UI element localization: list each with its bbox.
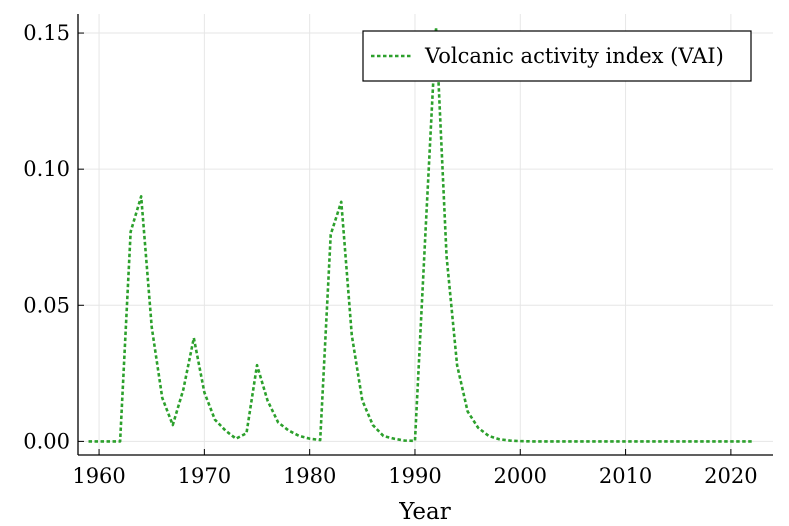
y-tick-label: 0.15 — [23, 21, 70, 45]
y-tick-label: 0.00 — [23, 429, 70, 453]
x-axis-title: Year — [398, 499, 451, 525]
x-tick-label: 2000 — [494, 464, 547, 488]
x-tick-label: 1960 — [72, 464, 125, 488]
x-tick-label: 2010 — [599, 464, 652, 488]
axis-ticks: 1960 1970 1980 1990 2000 2010 2020 0.00 0.05 0.10… — [23, 21, 757, 488]
x-tick-label: 2020 — [704, 464, 757, 488]
x-tick-label: 1970 — [178, 464, 231, 488]
legend: Volcanic activity index (VAI) — [362, 30, 752, 82]
grid-lines — [78, 14, 773, 455]
y-tick-label: 0.05 — [23, 293, 70, 317]
axes — [77, 14, 773, 456]
x-tick-label: 1980 — [283, 464, 336, 488]
x-tick-label: 1990 — [388, 464, 441, 488]
legend-box — [362, 30, 752, 82]
y-tick-label: 0.10 — [23, 157, 70, 181]
series-line-vai — [88, 26, 752, 443]
series-layer — [88, 26, 752, 443]
legend-label: Volcanic activity index (VAI) — [424, 44, 724, 68]
